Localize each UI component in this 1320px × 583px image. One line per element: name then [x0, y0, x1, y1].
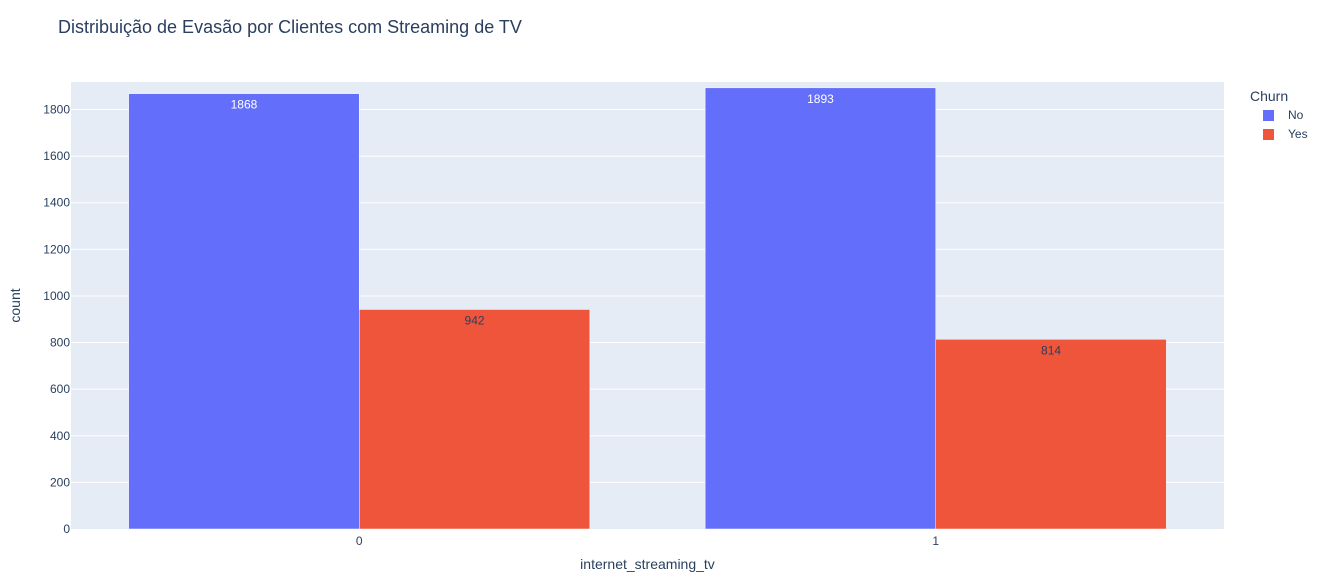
legend-label-yes: Yes — [1288, 127, 1308, 141]
bars — [128, 87, 1167, 530]
legend-swatch-yes — [1263, 129, 1274, 140]
bar-no-1 — [704, 87, 937, 530]
legend-title: Churn — [1250, 88, 1288, 104]
y-tick-label-1600: 1600 — [43, 149, 70, 163]
y-tick-label-1800: 1800 — [43, 103, 70, 117]
bar-labels: 1868 942 1893 814 — [231, 92, 1062, 357]
legend-items: No Yes — [1263, 108, 1308, 141]
y-tick-label-600: 600 — [50, 382, 70, 396]
legend-label-no: No — [1288, 108, 1304, 122]
y-tick-label-1000: 1000 — [43, 289, 70, 303]
bar-no-0 — [128, 93, 360, 530]
bar-yes-0 — [359, 309, 591, 530]
x-tick-label-1: 1 — [932, 534, 939, 548]
y-tick-label-1400: 1400 — [43, 196, 70, 210]
y-tick-label-200: 200 — [50, 475, 70, 489]
bar-label-no-0: 1868 — [231, 98, 258, 112]
x-axis-title: internet_streaming_tv — [580, 556, 715, 572]
y-axis-title: count — [7, 288, 23, 322]
chart-title: Distribuição de Evasão por Clientes com … — [58, 17, 522, 37]
y-tick-label-0: 0 — [63, 522, 70, 536]
y-tick-label-400: 400 — [50, 429, 70, 443]
y-tick-label-1200: 1200 — [43, 242, 70, 256]
legend-swatch-no — [1263, 110, 1274, 121]
bar-label-yes-0: 942 — [465, 313, 485, 327]
y-axis-ticks: 0 200 400 600 800 1000 1200 1400 1600 1800 — [43, 103, 70, 536]
bar-label-no-1: 1893 — [807, 92, 834, 106]
bar-label-yes-1: 814 — [1041, 343, 1061, 357]
y-tick-label-800: 800 — [50, 336, 70, 350]
legend: Churn No Yes — [1250, 88, 1308, 141]
x-tick-label-0: 0 — [356, 534, 363, 548]
bar-yes-1 — [935, 339, 1167, 530]
